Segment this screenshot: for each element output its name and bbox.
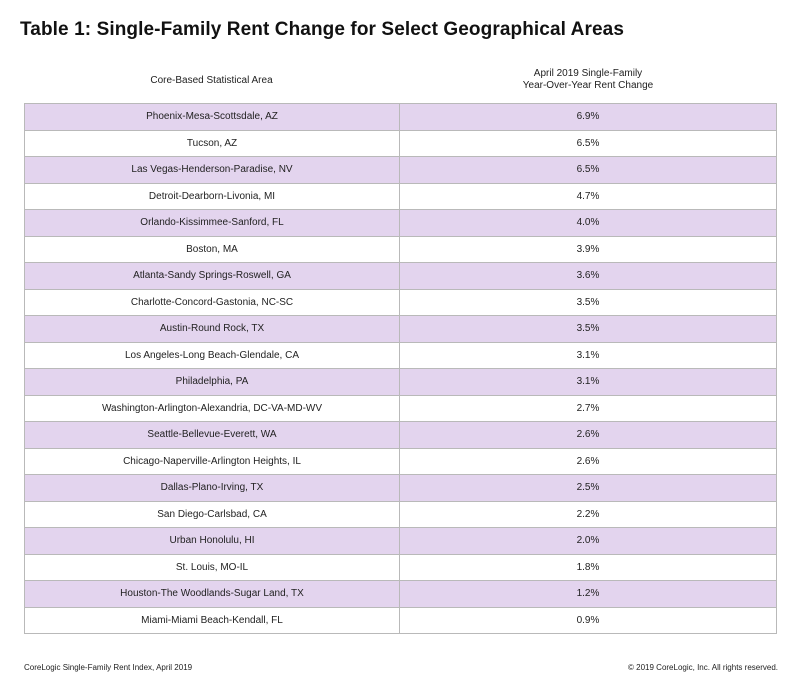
cell-rent-change: 2.5% (576, 482, 600, 494)
column-header-change-line1: April 2019 Single-Family (533, 68, 643, 79)
cell-rent-change: 0.9% (576, 614, 600, 626)
table-row: St. Louis, MO-IL 1.8% (25, 554, 776, 581)
table-row: Los Angeles-Long Beach-Glendale, CA 3.1% (25, 342, 776, 369)
cell-area: Dallas-Plano-Irving, TX (25, 475, 400, 501)
cell-rent-change: 6.5% (576, 164, 600, 176)
cell-rent-change: 3.9% (576, 243, 600, 255)
cell-rent-change: 2.2% (576, 508, 600, 520)
table-header: Core-Based Statistical Area April 2019 S… (24, 66, 777, 102)
cell-rent-change: 6.5% (576, 137, 600, 149)
cell-rent-change: 2.6% (576, 429, 600, 441)
column-header-area: Core-Based Statistical Area (150, 75, 273, 86)
cell-rent-change: 3.1% (576, 349, 600, 361)
cell-area: Charlotte-Concord-Gastonia, NC-SC (25, 289, 400, 315)
table-row: Chicago-Naperville-Arlington Heights, IL… (25, 448, 776, 475)
cell-rent-change: 1.2% (576, 588, 600, 600)
table-row: Detroit-Dearborn-Livonia, MI 4.7% (25, 183, 776, 210)
cell-rent-change: 3.1% (576, 376, 600, 388)
table-row: Austin-Round Rock, TX 3.5% (25, 316, 776, 343)
table-row: Houston-The Woodlands-Sugar Land, TX 1.2% (25, 581, 776, 608)
table-row: Miami-Miami Beach-Kendall, FL 0.9% (25, 607, 776, 634)
table-row: Orlando-Kissimmee-Sanford, FL 4.0% (25, 210, 776, 237)
cell-area: Houston-The Woodlands-Sugar Land, TX (25, 581, 400, 607)
cell-area: San Diego-Carlsbad, CA (25, 501, 400, 527)
cell-area: Phoenix-Mesa-Scottsdale, AZ (25, 104, 400, 130)
cell-area: Washington-Arlington-Alexandria, DC-VA-M… (25, 395, 400, 421)
cell-area: Urban Honolulu, HI (25, 528, 400, 554)
column-header-change-line2: Year-Over-Year Rent Change (522, 80, 654, 91)
cell-area: Los Angeles-Long Beach-Glendale, CA (25, 342, 400, 368)
cell-area: Tucson, AZ (25, 130, 400, 156)
cell-area: Boston, MA (25, 236, 400, 262)
rent-change-table: Phoenix-Mesa-Scottsdale, AZ 6.9% Tucson, A… (24, 103, 777, 634)
cell-area: Austin-Round Rock, TX (25, 316, 400, 342)
table-row: Urban Honolulu, HI 2.0% (25, 528, 776, 555)
cell-area: Philadelphia, PA (25, 369, 400, 395)
cell-rent-change: 3.5% (576, 296, 600, 308)
cell-rent-change: 1.8% (576, 561, 600, 573)
table-row: Phoenix-Mesa-Scottsdale, AZ 6.9% (25, 104, 776, 131)
source-note: CoreLogic Single-Family Rent Index, Apri… (24, 663, 193, 672)
cell-area: St. Louis, MO-IL (25, 554, 400, 580)
cell-rent-change: 2.6% (576, 455, 600, 467)
table-title: Table 1: Single-Family Rent Change for S… (20, 19, 624, 40)
cell-area: Chicago-Naperville-Arlington Heights, IL (25, 448, 400, 474)
table-row: Washington-Arlington-Alexandria, DC-VA-M… (25, 395, 776, 422)
cell-area: Seattle-Bellevue-Everett, WA (25, 422, 400, 448)
cell-area: Las Vegas-Henderson-Paradise, NV (25, 157, 400, 183)
table-row: San Diego-Carlsbad, CA 2.2% (25, 501, 776, 528)
table-row: Philadelphia, PA 3.1% (25, 369, 776, 396)
copyright-note: © 2019 CoreLogic, Inc. All rights reserv… (628, 663, 778, 672)
cell-rent-change: 2.7% (576, 402, 600, 414)
cell-area: Miami-Miami Beach-Kendall, FL (25, 607, 400, 633)
table-row: Boston, MA 3.9% (25, 236, 776, 263)
cell-area: Detroit-Dearborn-Livonia, MI (25, 183, 400, 209)
cell-rent-change: 3.5% (576, 323, 600, 335)
cell-rent-change: 3.6% (576, 270, 600, 282)
cell-area: Orlando-Kissimmee-Sanford, FL (25, 210, 400, 236)
table-row: Charlotte-Concord-Gastonia, NC-SC 3.5% (25, 289, 776, 316)
table-row: Las Vegas-Henderson-Paradise, NV 6.5% (25, 157, 776, 184)
table-row: Dallas-Plano-Irving, TX 2.5% (25, 475, 776, 502)
column-header-change: April 2019 Single-Family Year-Over-Year … (399, 68, 777, 92)
table-row: Seattle-Bellevue-Everett, WA 2.6% (25, 422, 776, 449)
cell-rent-change: 2.0% (576, 535, 600, 547)
cell-area: Atlanta-Sandy Springs-Roswell, GA (25, 263, 400, 289)
table-row: Atlanta-Sandy Springs-Roswell, GA 3.6% (25, 263, 776, 290)
cell-rent-change: 4.7% (576, 190, 600, 202)
table-row: Tucson, AZ 6.5% (25, 130, 776, 157)
cell-rent-change: 4.0% (576, 217, 600, 229)
cell-rent-change: 6.9% (576, 111, 600, 123)
